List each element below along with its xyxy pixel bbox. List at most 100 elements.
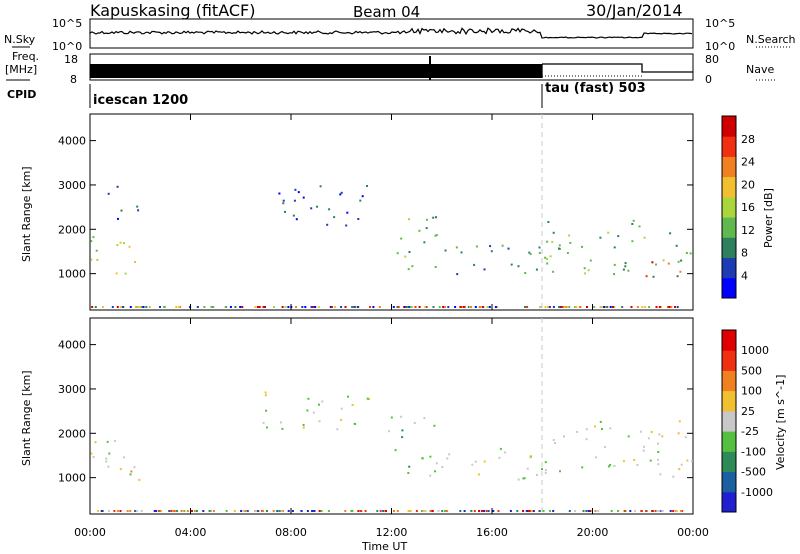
ground-cell	[327, 510, 330, 512]
nsearch-tick-top: 10^5	[705, 17, 735, 30]
ground-cell	[617, 510, 620, 512]
scatter-cell	[657, 463, 660, 466]
scatter-cell	[297, 191, 300, 194]
ground-cell	[183, 510, 186, 512]
scatter-cell	[677, 260, 680, 263]
scatter-cell	[359, 199, 362, 202]
ground-cell	[134, 510, 137, 512]
ground-cell	[196, 306, 199, 308]
scatter-cell	[432, 216, 435, 219]
scatter-cell	[639, 430, 642, 433]
scatter-cell	[658, 433, 661, 436]
ground-cell	[574, 510, 576, 512]
ground-cell	[254, 306, 257, 308]
scatter-cell	[357, 218, 360, 220]
scatter-cell	[408, 251, 411, 253]
ground-cell	[444, 510, 446, 512]
ground-cell	[463, 510, 466, 512]
x-axis-ticks: 00:00 04:00 08:00 12:00 16:00 20:00 00:00	[74, 526, 709, 539]
ground-cell	[488, 306, 491, 308]
ground-cell	[578, 306, 581, 308]
scatter-cell	[396, 252, 399, 255]
ground-cell	[159, 510, 162, 512]
power-scatter	[90, 185, 692, 308]
ground-cell	[681, 510, 684, 512]
scatter-cell	[138, 478, 141, 481]
ground-cell	[304, 306, 307, 308]
ground-cell	[609, 306, 612, 308]
scatter-cell	[130, 470, 133, 473]
ground-cell	[287, 306, 290, 308]
scatter-cell	[546, 240, 549, 243]
scatter-cell	[583, 267, 586, 270]
scatter-cell	[517, 265, 520, 268]
ground-cell	[313, 510, 316, 512]
colorbar-swatch	[722, 156, 736, 178]
ground-cell	[538, 510, 541, 512]
ground-cell	[438, 306, 441, 308]
scatter-cell	[547, 221, 550, 223]
ground-cell	[526, 306, 529, 308]
ground-cell	[392, 306, 395, 308]
scatter-cell	[642, 449, 645, 452]
ground-cell	[180, 510, 183, 512]
ground-cell	[600, 306, 603, 308]
scatter-cell	[558, 247, 560, 250]
ground-cell	[281, 306, 284, 308]
scatter-cell	[594, 456, 597, 459]
ground-cell	[633, 510, 636, 512]
ground-cell	[372, 306, 375, 308]
ground-cell	[526, 510, 529, 512]
y-tick-label: 2000	[58, 427, 86, 440]
scatter-cell	[119, 468, 122, 471]
ground-cell	[548, 306, 551, 308]
scatter-cell	[633, 458, 636, 461]
ground-cell	[464, 306, 467, 308]
scatter-cell	[434, 266, 437, 268]
ground-cell	[660, 306, 663, 308]
scatter-cell	[282, 199, 285, 202]
ground-cell	[212, 510, 215, 512]
scatter-cell	[649, 459, 652, 462]
scatter-cell	[669, 232, 672, 235]
ground-cell	[561, 306, 564, 308]
power-ylabel: Slant Range [km]	[20, 166, 33, 262]
scatter-cell	[489, 245, 492, 248]
y-tick-label: 3000	[58, 179, 86, 192]
ground-cell	[544, 306, 547, 308]
ground-cell	[284, 306, 287, 308]
ground-cell	[640, 510, 643, 512]
scatter-cell	[351, 404, 354, 406]
ground-cell	[668, 306, 671, 308]
scatter-cell	[418, 229, 421, 232]
scatter-cell	[390, 416, 393, 419]
scatter-cell	[95, 249, 98, 252]
scatter-cell	[339, 193, 342, 196]
scatter-cell	[559, 470, 561, 473]
colorbar-tick-label: 25	[741, 405, 755, 418]
scatter-cell	[434, 234, 437, 237]
scatter-cell	[284, 210, 286, 213]
ground-cell	[142, 306, 145, 308]
ground-cell	[229, 306, 232, 308]
ground-cell	[424, 306, 427, 308]
ground-cell	[378, 306, 381, 308]
ground-cell	[407, 510, 410, 512]
scatter-cell	[624, 262, 627, 265]
ground-cell	[658, 306, 661, 308]
scatter-cell	[336, 428, 339, 431]
scatter-cell	[675, 244, 678, 247]
ground-cell	[282, 510, 284, 512]
scatter-cell	[266, 426, 268, 429]
scatter-cell	[622, 460, 625, 463]
scatter-cell	[680, 259, 683, 262]
nave-label: Nave	[746, 63, 774, 76]
ground-cell	[170, 510, 173, 512]
scatter-cell	[307, 397, 310, 400]
scatter-cell	[657, 451, 660, 453]
ground-cell	[409, 306, 412, 308]
scatter-cell	[576, 430, 579, 433]
scatter-cell	[581, 245, 583, 248]
ground-cell	[524, 306, 526, 308]
scatter-cell	[264, 394, 267, 397]
